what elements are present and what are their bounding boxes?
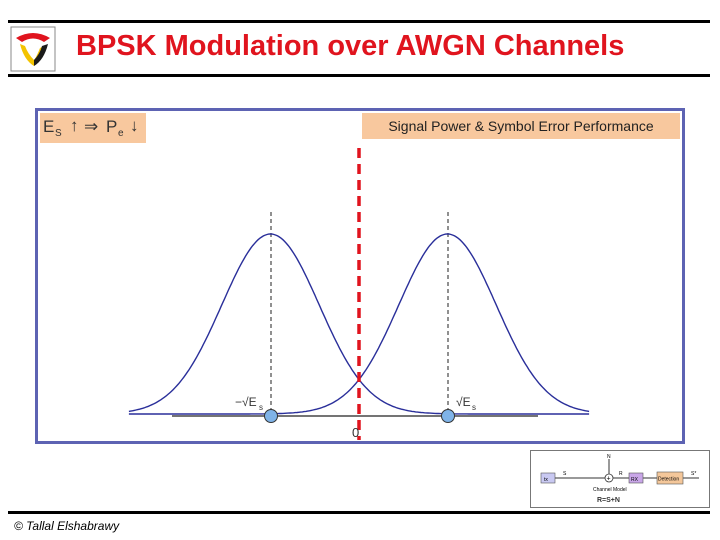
adder-node [604,473,614,483]
university-logo [10,26,56,72]
rx-box [628,472,644,484]
left-symbol-sub: s [259,403,263,412]
slide-title: BPSK Modulation over AWGN Channels [76,30,625,62]
diagram-caption: Signal Power & Symbol Error Performance [362,113,680,139]
right-symbol-label: √E [456,395,471,409]
detection-box [656,471,684,485]
noise-label: N [607,454,611,460]
formula-box: E S ↑ ⇒ P e ↓ [40,113,146,143]
title-underline [8,74,710,77]
adder-symbol: + [607,476,611,483]
output-label: S* [691,471,696,477]
formula-up-arrow: ↑ [70,116,79,135]
tx-label: tx [544,477,548,483]
right-symbol-dot [441,409,455,423]
rx-label: RX [631,477,639,483]
channel-model-diagram: tx + RX Detection N S R S* Channel Model… [540,454,699,504]
tx-box [540,472,556,484]
bottom-rule [8,511,710,514]
formula-implies: ⇒ [84,117,99,136]
copyright-text: © Tallal Elshabrawy [14,519,120,533]
left-symbol-dot [264,409,278,423]
received-label: R [619,471,623,477]
formula-pe-sub: e [118,128,124,139]
formula-down-arrow: ↓ [130,116,139,135]
origin-label: 0 [352,425,359,440]
left-symbol-label: −√E [235,395,257,409]
signal-label: S [563,471,567,477]
channel-equation: R=S+N [597,497,620,504]
formula-es-sub: S [55,128,62,139]
top-rule [8,20,710,23]
right-symbol-sub: s [472,403,476,412]
channel-model-label: Channel Model [593,487,627,493]
detection-label: Detection [658,477,679,483]
channel-model-inset: tx + RX Detection N S R S* Channel Model… [530,450,710,508]
formula-es: E [43,117,55,136]
formula-pe: P [106,117,118,136]
